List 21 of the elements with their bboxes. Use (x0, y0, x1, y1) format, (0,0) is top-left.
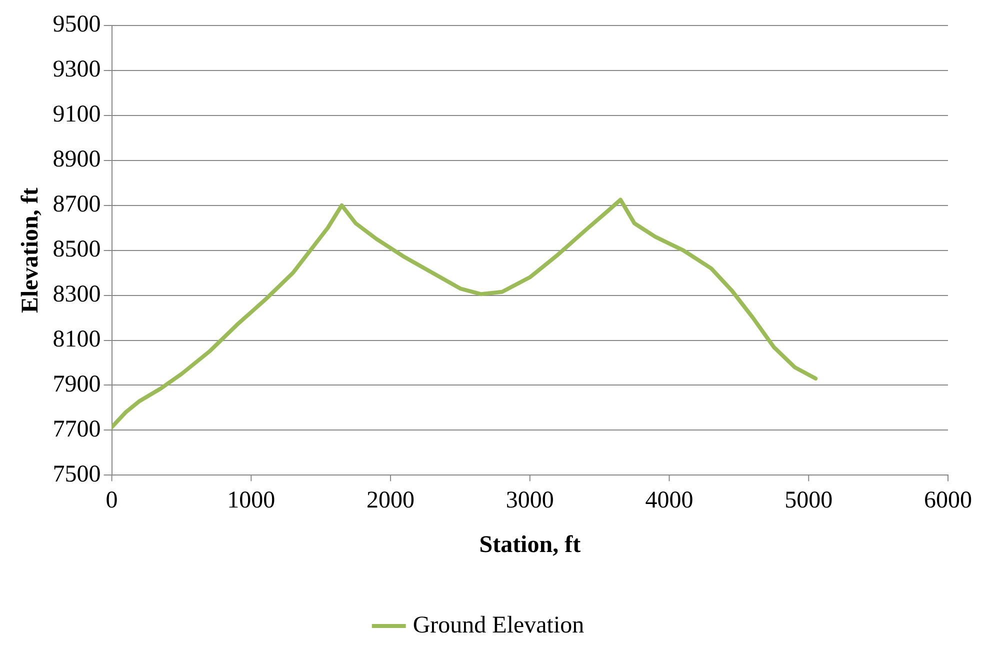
x-tick-label: 3000 (506, 487, 554, 514)
y-axis-title: Elevation, ft (18, 188, 44, 313)
y-tick-label: 9300 (52, 56, 101, 83)
y-tick-label: 8100 (52, 326, 101, 353)
y-tick-label: 9500 (52, 12, 101, 38)
y-tick-label: 8700 (52, 192, 101, 218)
x-tick-label: 0 (106, 487, 118, 514)
x-tick-label: 1000 (227, 487, 276, 514)
x-tick-label: 4000 (645, 487, 694, 514)
x-axis-title: Station, ft (479, 532, 581, 558)
y-tick-label: 8500 (52, 236, 101, 263)
y-tick-label: 7500 (52, 461, 101, 488)
x-tick-label: 6000 (924, 487, 972, 514)
y-tick-label: 7700 (52, 416, 101, 443)
y-tick-label: 9100 (52, 102, 101, 128)
y-tick-label: 7900 (52, 372, 101, 398)
y-tick-label: 8900 (52, 146, 101, 173)
legend-label: Ground Elevation (412, 612, 584, 638)
x-tick-label: 2000 (366, 487, 415, 514)
x-tick-label: 5000 (784, 487, 833, 514)
y-tick-label: 8300 (52, 282, 101, 308)
